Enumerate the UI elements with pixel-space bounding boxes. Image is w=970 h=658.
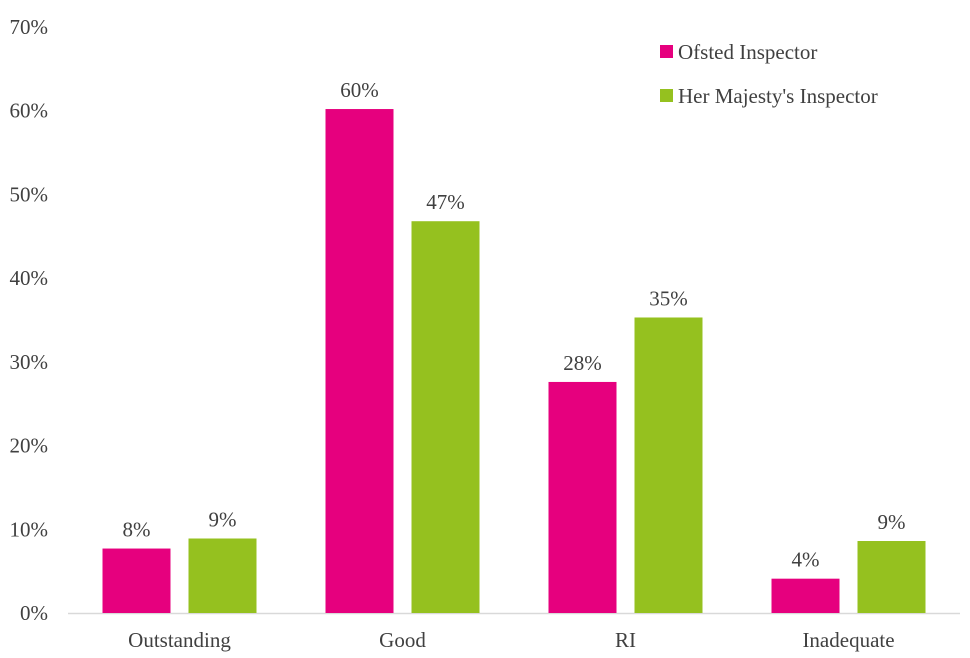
data-label: 8% — [123, 518, 151, 542]
y-axis: 0% 10% 20% 30% 40% 50% 60% 70% — [10, 15, 49, 625]
y-tick-label: 30% — [10, 350, 49, 374]
legend-label: Her Majesty's Inspector — [678, 84, 878, 108]
bar-inadequate-series-1 — [857, 541, 926, 613]
bar-outstanding-series-1 — [188, 538, 257, 613]
data-label: 35% — [649, 286, 688, 310]
y-tick-label: 20% — [10, 434, 49, 458]
bar-good-series-1 — [411, 221, 480, 613]
y-tick-label: 60% — [10, 99, 49, 123]
y-tick-label: 0% — [20, 601, 48, 625]
data-label: 28% — [563, 351, 602, 375]
x-axis: Outstanding Good RI Inadequate — [68, 612, 960, 652]
y-tick-label: 50% — [10, 182, 49, 206]
legend-swatch — [660, 45, 673, 58]
bar-outstanding-series-0 — [102, 548, 171, 613]
x-category-label: Good — [379, 628, 426, 652]
data-label: 9% — [878, 510, 906, 534]
bars: 8% 9% 60% 47% 28% 35% 4% 9% — [102, 78, 926, 613]
bar-inadequate-series-0 — [771, 578, 840, 613]
bar-good-series-0 — [325, 109, 394, 613]
x-category-label: Inadequate — [802, 628, 894, 652]
data-label: 47% — [426, 190, 465, 214]
y-tick-label: 10% — [10, 517, 49, 541]
y-tick-label: 70% — [10, 15, 49, 39]
data-label: 9% — [209, 507, 237, 531]
bar-ri-series-0 — [548, 381, 617, 613]
x-category-label: Outstanding — [128, 628, 231, 652]
y-tick-label: 40% — [10, 266, 49, 290]
legend-label: Ofsted Inspector — [678, 40, 817, 64]
data-label: 60% — [340, 78, 379, 102]
data-label: 4% — [792, 548, 820, 572]
legend: Ofsted Inspector Her Majesty's Inspector — [660, 40, 878, 108]
bar-ri-series-1 — [634, 317, 703, 613]
x-category-label: RI — [615, 628, 636, 652]
legend-swatch — [660, 89, 673, 102]
